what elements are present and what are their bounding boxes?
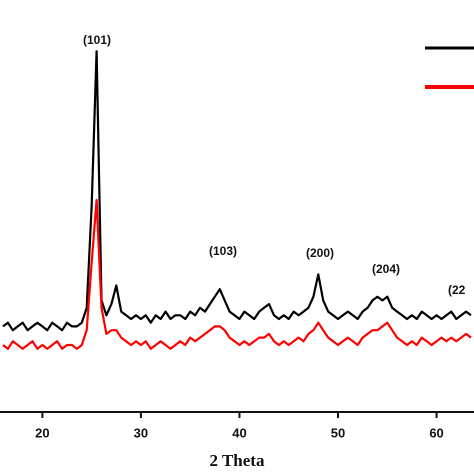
x-tick-label: 20: [35, 425, 49, 440]
x-tick-label: 30: [134, 425, 148, 440]
peak-label: (204): [372, 262, 400, 276]
peak-label: (103): [209, 244, 237, 258]
data-line: [2, 50, 472, 332]
peak-label: (101): [83, 33, 111, 47]
x-tick-label: 50: [331, 425, 345, 440]
peak-label: (22: [448, 283, 466, 297]
data-line: [2, 198, 472, 350]
peak-label: (200): [306, 246, 334, 260]
x-axis-label: 2 Theta: [210, 451, 265, 470]
x-tick-label: 60: [429, 425, 443, 440]
x-tick-label: 40: [232, 425, 246, 440]
